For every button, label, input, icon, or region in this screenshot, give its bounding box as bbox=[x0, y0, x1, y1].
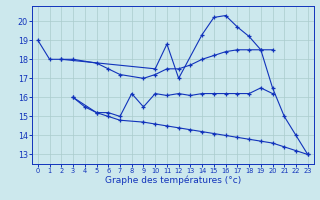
X-axis label: Graphe des températures (°c): Graphe des températures (°c) bbox=[105, 176, 241, 185]
